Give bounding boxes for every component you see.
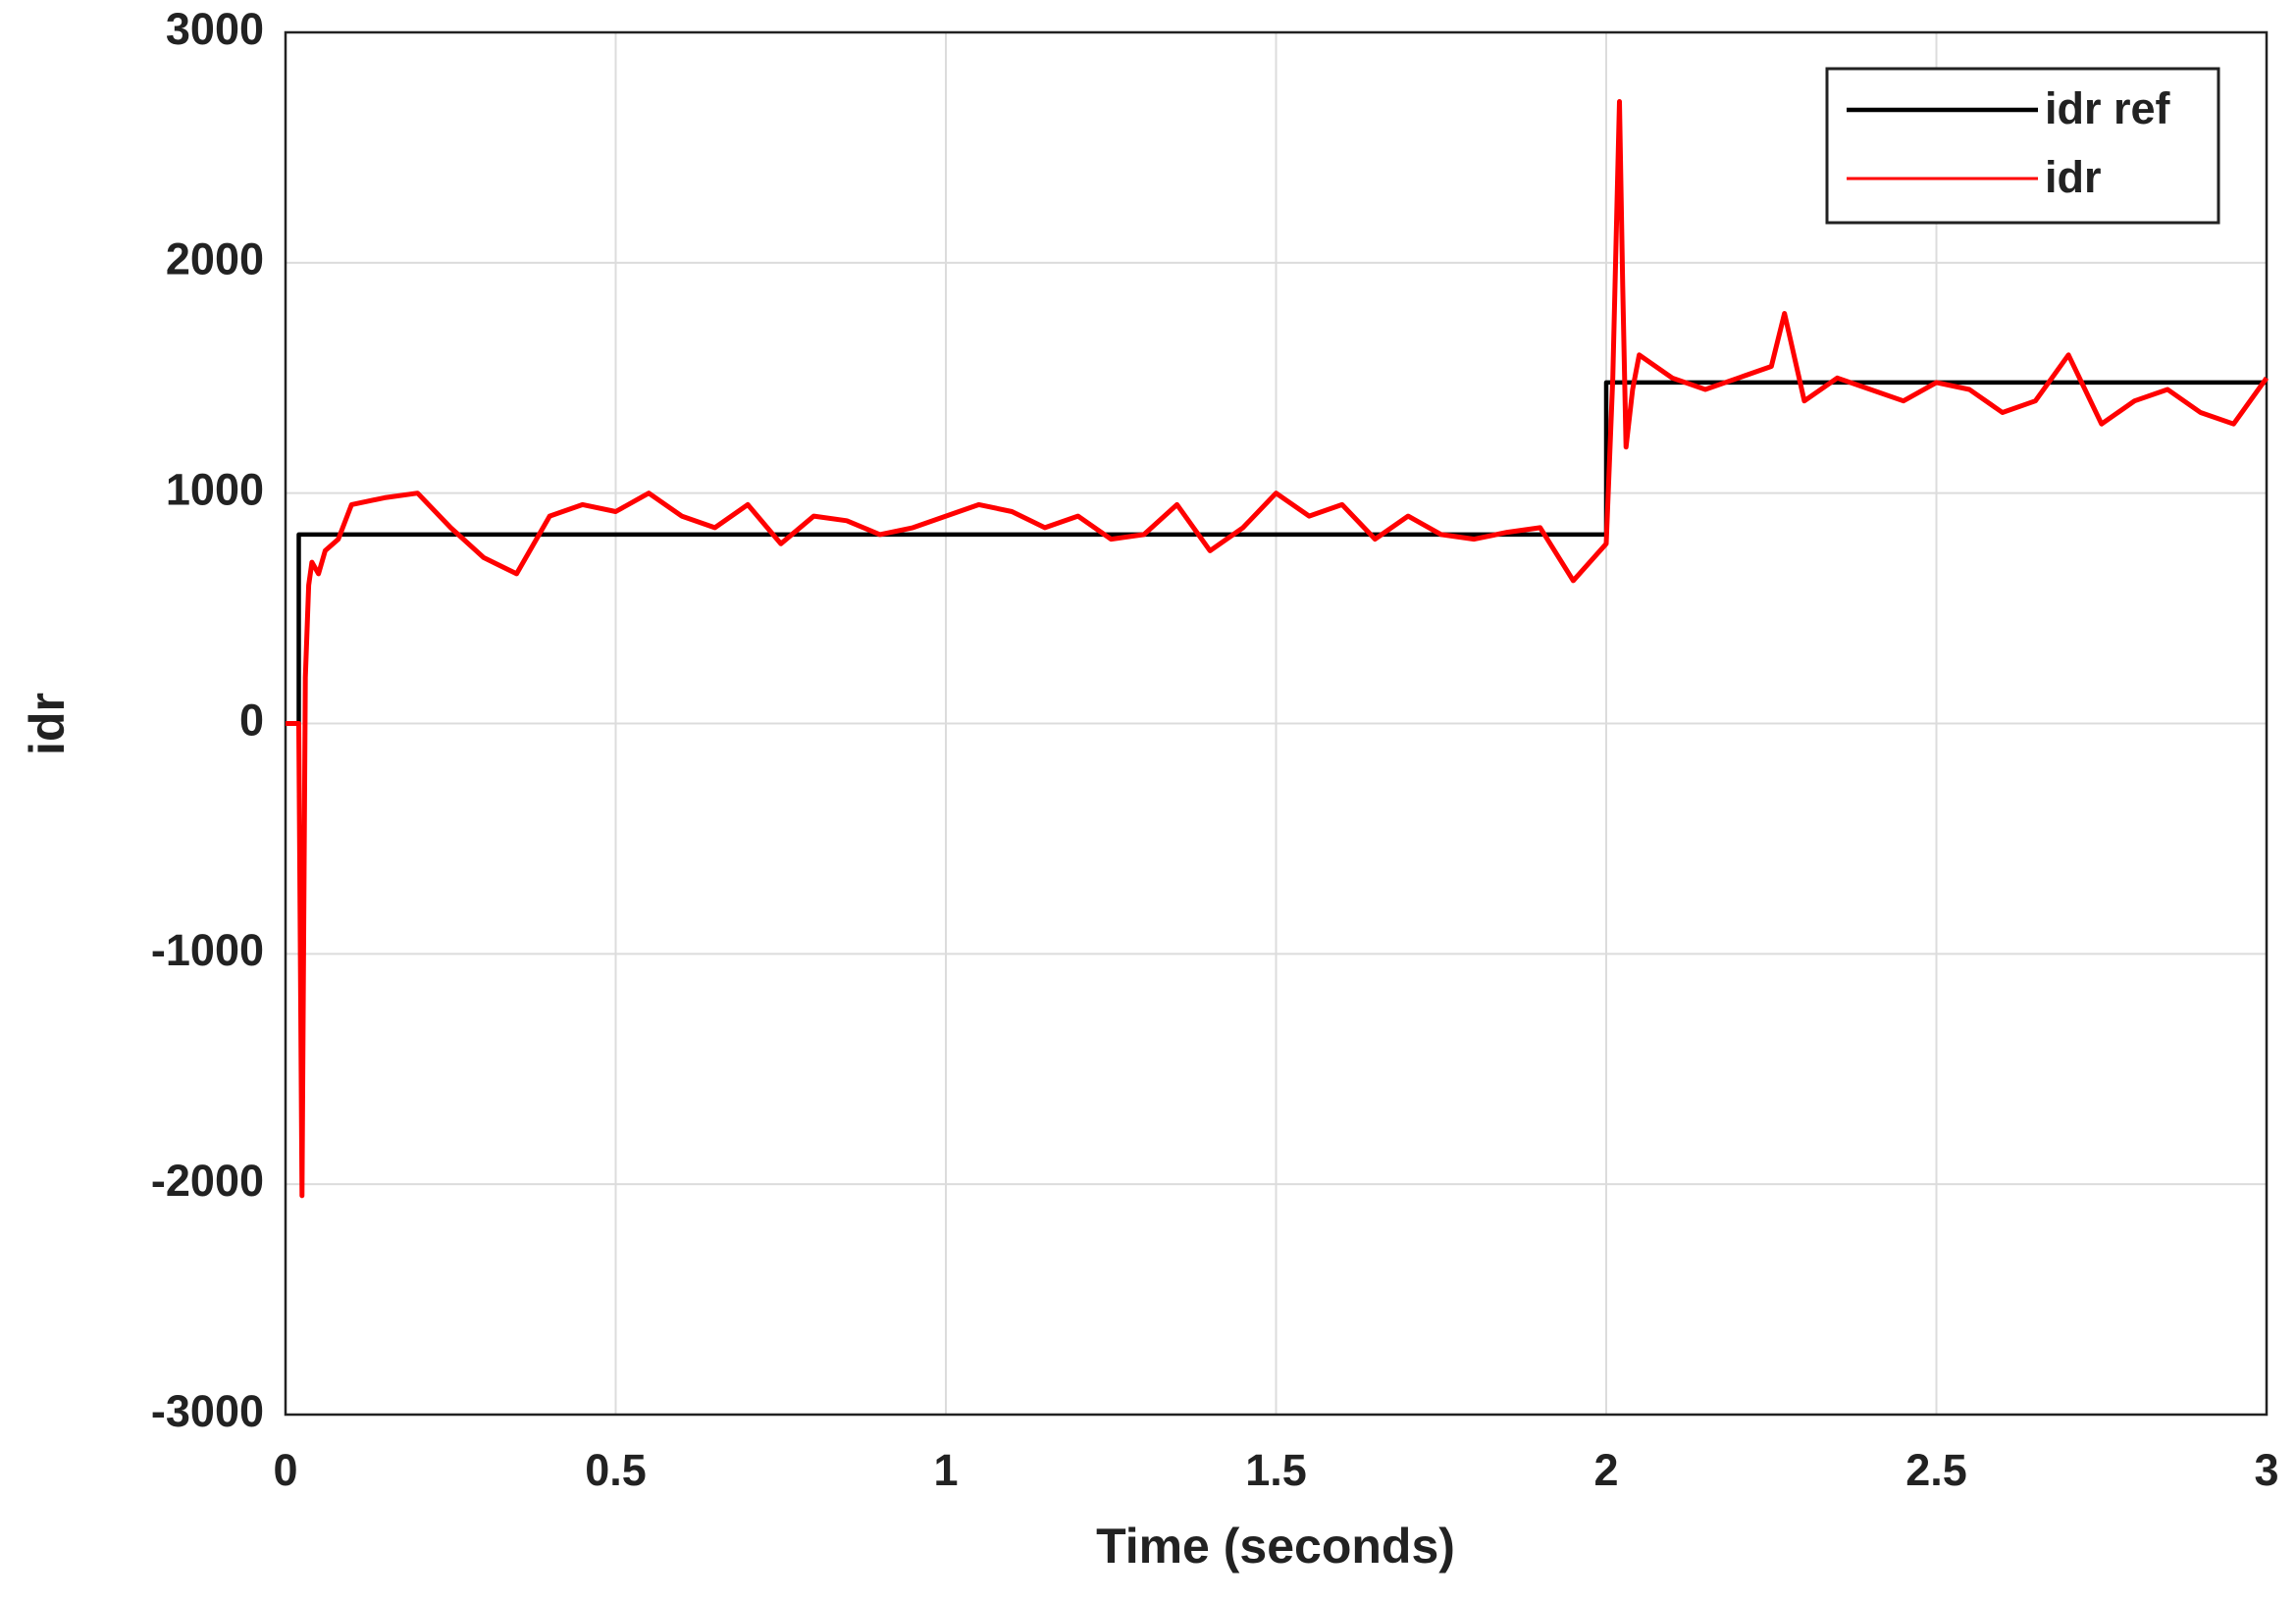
x-tick-label: 0.5 <box>585 1445 647 1495</box>
y-tick-label: 3000 <box>166 4 264 54</box>
x-tick-label: 3 <box>2254 1445 2278 1495</box>
y-tick-label: 2000 <box>166 234 264 284</box>
legend-box <box>1825 67 2220 225</box>
y-axis-label: idr <box>20 693 75 755</box>
y-tick-label: 1000 <box>166 465 264 515</box>
y-tick-label: -1000 <box>151 925 264 975</box>
x-axis-label: Time (seconds) <box>1096 1519 1455 1574</box>
y-tick-label: -3000 <box>151 1386 264 1436</box>
legend-label: idr ref <box>2045 83 2171 133</box>
legend-label: idr <box>2045 152 2102 202</box>
x-tick-label: 1 <box>933 1445 958 1495</box>
x-tick-label: 0 <box>273 1445 297 1495</box>
x-tick-label: 2 <box>1593 1445 1618 1495</box>
x-tick-label: 2.5 <box>1905 1445 1967 1495</box>
series-line <box>286 99 2270 1199</box>
x-tick-label: 1.5 <box>1245 1445 1307 1495</box>
y-tick-label: 0 <box>239 695 264 745</box>
y-tick-label: -2000 <box>151 1156 264 1206</box>
